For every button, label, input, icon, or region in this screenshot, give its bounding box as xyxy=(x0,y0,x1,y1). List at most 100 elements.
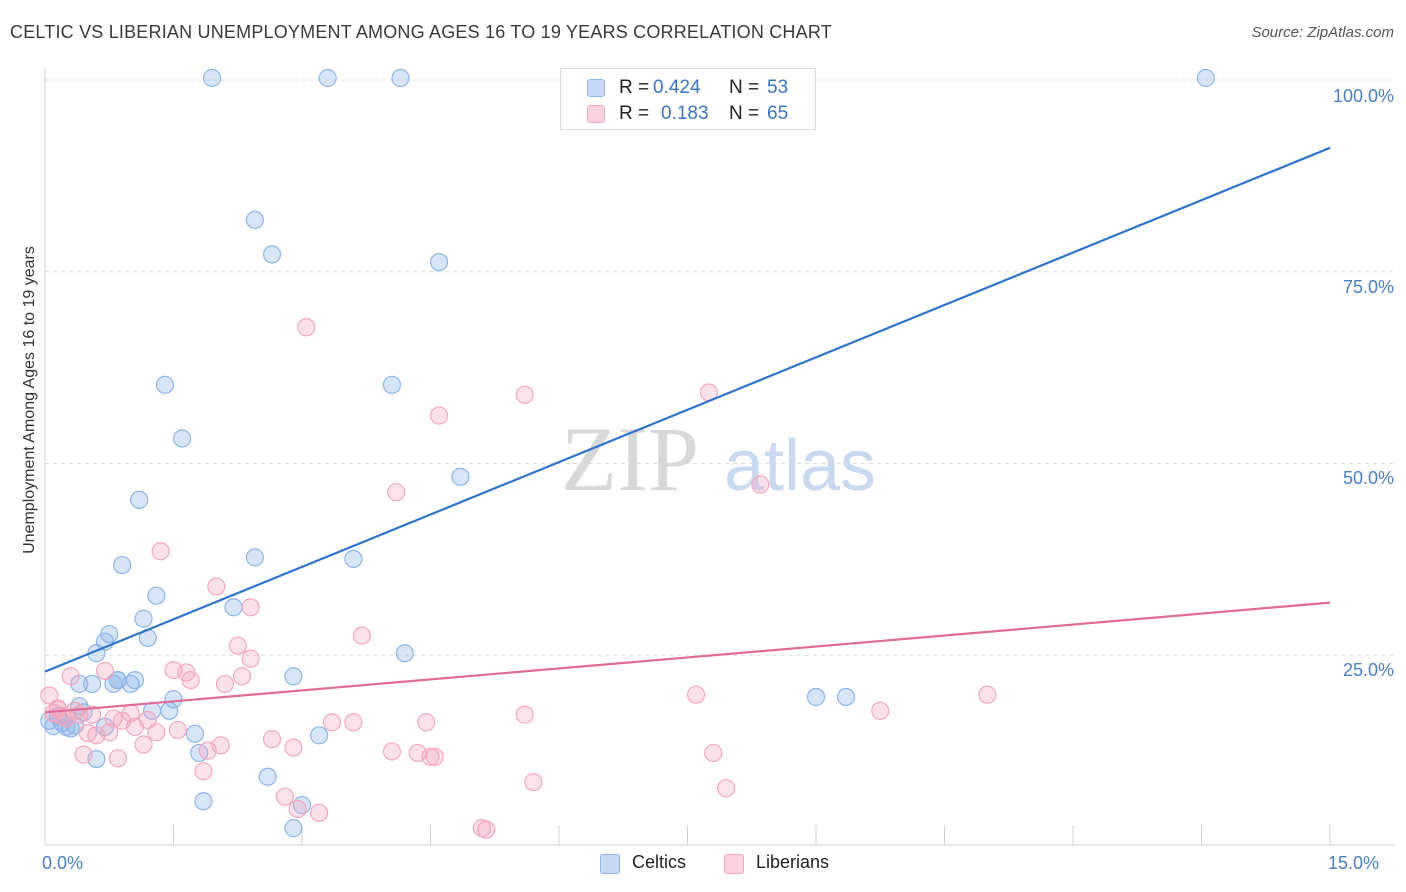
liberian-point xyxy=(151,542,170,561)
celtic-point xyxy=(318,68,337,88)
celtic-point xyxy=(344,549,363,569)
liberian-point xyxy=(181,670,200,690)
liberian-point xyxy=(425,747,444,766)
celtic-point xyxy=(83,674,102,694)
source-note: Source: ZipAtlas.com xyxy=(1251,24,1394,41)
liberian-point xyxy=(417,713,436,732)
liberian-point xyxy=(147,723,166,742)
grid-lines xyxy=(45,79,1395,656)
liberians-n-value: 65 xyxy=(767,103,789,124)
celtic-point xyxy=(284,667,303,686)
celtic-point xyxy=(125,670,145,690)
liberian-point xyxy=(515,385,534,404)
liberian-point xyxy=(95,661,115,680)
liberian-point xyxy=(515,705,534,724)
liberian-point xyxy=(40,686,59,705)
liberian-point xyxy=(284,738,303,757)
celtics-r-value: 0.424 xyxy=(653,77,701,98)
liberian-point xyxy=(241,649,260,668)
celtic-point xyxy=(429,252,449,272)
celtic-point xyxy=(310,726,329,745)
celtic-point xyxy=(395,644,414,663)
liberian-point xyxy=(138,710,157,730)
liberian-point xyxy=(978,685,997,704)
liberian-point xyxy=(382,742,402,761)
celtics-points xyxy=(40,68,1215,838)
celtic-point xyxy=(391,68,410,88)
liberian-point xyxy=(228,636,247,655)
liberian-point xyxy=(297,318,316,337)
liberian-point xyxy=(288,799,307,819)
celtics-swatch xyxy=(587,79,605,97)
y-axis-label: Unemployment Among Ages 16 to 19 years xyxy=(21,246,38,554)
liberian-point xyxy=(387,483,406,502)
celtic-point xyxy=(258,767,277,786)
celtic-point xyxy=(130,490,149,509)
liberian-point xyxy=(262,730,282,749)
liberian-point xyxy=(751,475,770,494)
celtic-point xyxy=(284,819,303,838)
liberian-point xyxy=(108,749,127,768)
celtic-point xyxy=(245,548,264,567)
y-tick-75: 75.0% xyxy=(1342,277,1394,297)
liberian-point xyxy=(686,685,706,704)
celtic-point xyxy=(806,687,826,707)
liberian-point xyxy=(215,674,234,694)
liberian-point xyxy=(322,713,342,732)
x-tick-max: 15.0% xyxy=(1328,853,1380,873)
liberian-point xyxy=(704,743,723,763)
celtics-legend-swatch xyxy=(600,854,620,874)
liberian-point xyxy=(871,701,890,720)
liberians-legend-swatch xyxy=(724,854,744,874)
liberian-point xyxy=(83,705,102,724)
liberian-point xyxy=(421,747,440,766)
liberian-point xyxy=(232,667,252,686)
celtic-point xyxy=(134,609,153,628)
liberian-point xyxy=(716,779,736,798)
liberian-point xyxy=(100,723,119,742)
celtic-point xyxy=(382,375,402,394)
liberian-point xyxy=(48,699,67,718)
liberian-point xyxy=(194,762,213,781)
liberian-point xyxy=(429,406,449,425)
celtic-point xyxy=(112,555,132,575)
liberian-point xyxy=(477,820,496,839)
celtics-n-value: 53 xyxy=(767,77,789,98)
celtic-point xyxy=(224,598,243,617)
trend-lines xyxy=(44,146,1331,714)
celtic-point xyxy=(172,429,192,448)
liberian-point xyxy=(211,736,230,755)
liberians-r-value: 0.183 xyxy=(661,103,709,124)
watermark: ZIP atlas xyxy=(561,408,876,510)
liberian-point xyxy=(275,787,294,806)
liberian-point xyxy=(61,667,80,686)
liberians-swatch xyxy=(587,105,605,123)
celtic-point xyxy=(1196,68,1215,88)
liberians-points xyxy=(40,318,997,839)
liberian-point xyxy=(352,626,372,645)
celtic-point xyxy=(262,245,282,264)
liberian-point xyxy=(310,803,329,822)
watermark-atlas: atlas xyxy=(724,426,876,506)
correlation-legend: R = 0.424 N = 53 R = 0.183 N = 65 xyxy=(560,68,816,130)
axes xyxy=(44,68,1395,846)
liberians-trend-line xyxy=(44,601,1331,714)
liberian-point xyxy=(74,745,93,764)
liberian-point xyxy=(344,713,363,732)
celtic-point xyxy=(245,210,264,229)
celtic-point xyxy=(836,687,856,707)
watermark-zip: ZIP xyxy=(561,408,699,510)
celtic-point xyxy=(451,467,470,486)
liberian-point xyxy=(241,598,260,617)
y-tick-25: 25.0% xyxy=(1342,660,1394,680)
x-tick-min: 0.0% xyxy=(42,853,84,873)
liberian-point xyxy=(524,773,543,792)
celtic-point xyxy=(194,792,213,811)
liberian-point xyxy=(168,720,187,740)
celtic-point xyxy=(164,690,183,709)
celtic-point xyxy=(202,68,222,88)
y-tick-100: 100.0% xyxy=(1332,86,1394,106)
liberian-point xyxy=(134,735,153,754)
celtic-point xyxy=(155,375,175,394)
